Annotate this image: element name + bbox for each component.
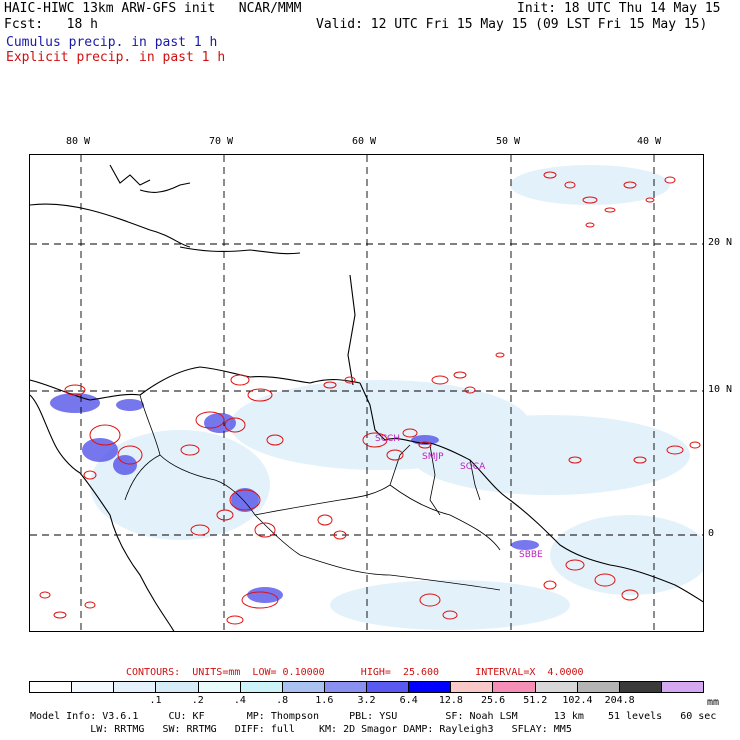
lon-label-40w: 40 W [637,136,662,147]
model-title: HAIC-HIWC 13km ARW-GFS init NCAR/MMM [4,1,302,16]
colorbar-swatch [198,682,241,692]
colorbar-label: 3.2 [357,695,376,706]
cumulus-light-areas [90,165,703,630]
lon-label-80w: 80 W [66,136,91,147]
colorbar-label: 51.2 [523,695,548,706]
precip-map: SCCH SMJP SOCA SBBE [29,154,704,632]
lon-label-60w: 60 W [352,136,377,147]
colorbar-label: 102.4 [562,695,593,706]
colorbar-label: 204.8 [604,695,635,706]
station-smjp: SMJP [422,452,444,462]
lat-label-0: 0 [708,528,715,539]
colorbar-swatch [240,682,283,692]
station-soca: SOCA [460,462,486,472]
colorbar-swatch [114,682,157,692]
colorbar-swatch [577,682,620,692]
valid-time: Valid: 12 UTC Fri 15 May 15 (09 LST Fri … [316,17,708,32]
model-info-line2: LW: RRTMG SW: RRTMG DIFF: full KM: 2D Sm… [30,724,572,735]
colorbar-swatch [661,682,703,692]
colorbar-swatch [493,682,536,692]
colorbar-swatch [72,682,115,692]
lat-label-10n: 10 N [708,384,733,395]
colorbar-labels: .1 .2 .4 .8 1.6 3.2 6.4 12.8 25.6 51.2 102.4 204.8 [29,695,704,707]
colorbar-label: 25.6 [481,695,506,706]
model-info-line1: Model Info: V3.6.1 CU: KF MP: Thompson P… [30,711,717,722]
colorbar-label: 1.6 [315,695,334,706]
colorbar-swatch [156,682,199,692]
lon-label-50w: 50 W [496,136,521,147]
colorbar-label: .8 [276,695,289,706]
colorbar-label: .2 [191,695,204,706]
legend-explicit: Explicit precip. in past 1 h [6,50,226,65]
colorbar-swatch [535,682,578,692]
forecast-hour: Fcst: 18 h [4,17,98,32]
station-labels: SCCH SMJP SOCA SBBE [375,434,543,560]
colorbar-swatch [367,682,410,692]
colorbar-unit: mm [707,697,720,708]
station-sbbe: SBBE [519,550,543,560]
init-time: Init: 18 UTC Thu 14 May 15 [517,1,721,16]
legend-cumulus: Cumulus precip. in past 1 h [6,35,218,50]
map-canvas: SCCH SMJP SOCA SBBE [30,155,703,631]
colorbar-swatch [409,682,452,692]
coastlines [30,164,703,631]
lat-label-20n: 20 N [708,237,733,248]
colorbar-label: 6.4 [399,695,418,706]
contours-info: CONTOURS: UNITS=mm LOW= 0.10000 HIGH= 25… [126,667,584,678]
colorbar-swatch [30,682,73,692]
grid [30,155,703,631]
colorbar-label: 12.8 [438,695,463,706]
explicit-precip-contours [39,171,701,625]
colorbar-label: .1 [149,695,162,706]
borders [124,394,501,591]
lon-label-70w: 70 W [209,136,234,147]
colorbar-label: .4 [233,695,246,706]
colorbar-swatch [619,682,662,692]
station-scch: SCCH [375,434,400,444]
colorbar-swatch [282,682,325,692]
colorbar [29,681,704,693]
colorbar-swatch [451,682,494,692]
colorbar-swatch [324,682,367,692]
